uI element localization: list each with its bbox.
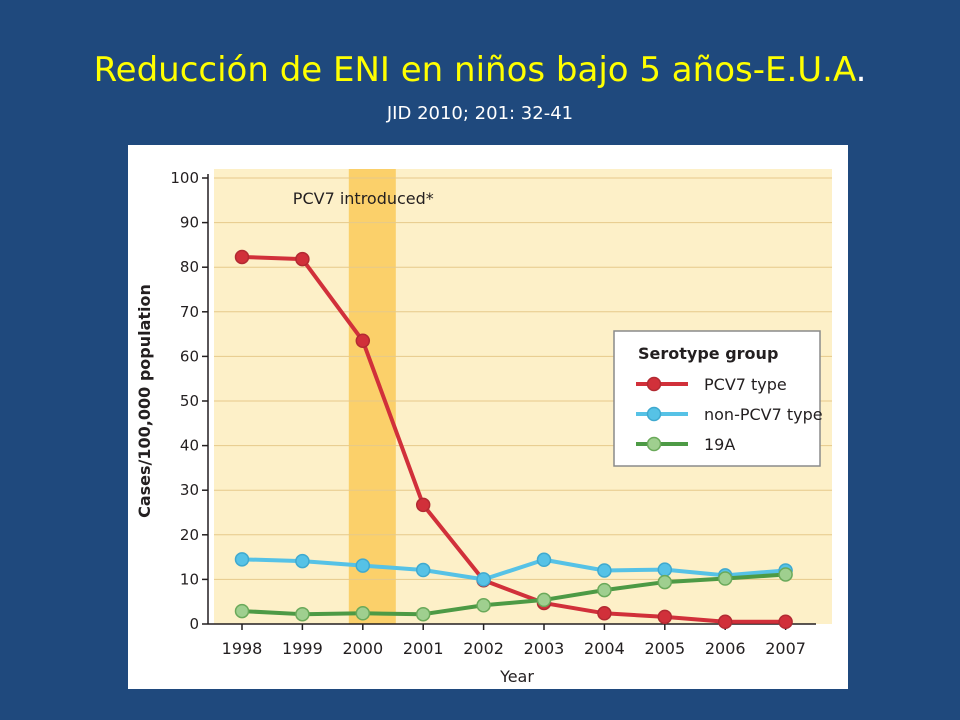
data-point xyxy=(415,497,431,513)
axes: 0 10 20 30 40 50 60 70 80 90 100 1998 1999 2000 2001 20… xyxy=(170,169,816,658)
data-point xyxy=(355,558,371,573)
data-point xyxy=(295,251,310,267)
series-layer xyxy=(234,249,793,630)
y-tick-label: 10 xyxy=(180,570,199,588)
series-3 xyxy=(234,567,793,622)
slide-title-period: . xyxy=(855,50,867,90)
x-tick-label: 1998 xyxy=(222,639,263,658)
data-point xyxy=(295,553,310,569)
legend-swatch-marker xyxy=(646,406,662,422)
legend-swatch-marker xyxy=(646,376,662,392)
y-tick-label: 90 xyxy=(180,214,199,232)
y-tick-label: 40 xyxy=(180,437,199,455)
series-1 xyxy=(234,249,793,630)
y-tick-label: 60 xyxy=(180,347,199,365)
data-point xyxy=(657,562,673,577)
data-point xyxy=(717,571,733,586)
slide-subtitle: JID 2010; 201: 32-41 xyxy=(386,103,574,124)
series-line xyxy=(241,557,786,582)
data-point xyxy=(536,592,552,608)
legend: Serotype group PCV7 type non-PCV7 type 19A xyxy=(613,330,823,467)
series-line xyxy=(241,254,786,624)
legend-entry-label: 19A xyxy=(704,435,735,454)
legend-entry-label: non-PCV7 type xyxy=(704,405,823,424)
y-tick-label: 20 xyxy=(180,526,199,544)
legend-entry-label: PCV7 type xyxy=(704,375,787,394)
x-tick-label: 2007 xyxy=(765,639,806,658)
y-axis-label: Cases/100,000 population xyxy=(135,284,154,518)
x-tick-label: 2004 xyxy=(584,639,625,658)
x-tick-label: 2000 xyxy=(342,639,383,658)
legend-title: Serotype group xyxy=(638,344,778,363)
data-point xyxy=(657,609,673,625)
x-tick-label: 2001 xyxy=(403,639,444,658)
pcv7-introduced-band xyxy=(348,169,396,624)
chart-panel: 0 10 20 30 40 50 60 70 80 90 100 1998 1999 2000 2001 20… xyxy=(128,145,848,689)
data-point xyxy=(597,582,612,598)
x-tick-label: 2006 xyxy=(705,639,746,658)
slide-title: Reducción de ENI en niños bajo 5 años-E.… xyxy=(0,48,960,92)
legend-swatch-marker xyxy=(646,436,662,452)
x-tick-label: 2005 xyxy=(644,639,685,658)
data-point xyxy=(415,562,431,578)
data-point xyxy=(536,552,552,568)
data-point xyxy=(295,606,310,622)
data-point xyxy=(415,606,431,622)
y-tick-label: 50 xyxy=(180,392,199,410)
slide-title-text: Reducción de ENI en niños bajo 5 años-E.… xyxy=(93,50,856,90)
legend-entries: PCV7 type non-PCV7 type 19A xyxy=(636,375,823,454)
series-line xyxy=(241,572,786,617)
x-tick-label: 2003 xyxy=(524,639,565,658)
data-point xyxy=(657,574,673,590)
data-point xyxy=(717,614,733,630)
data-point xyxy=(355,333,371,349)
data-point xyxy=(355,606,371,621)
y-tick-label: 80 xyxy=(180,258,199,276)
data-point xyxy=(234,552,250,567)
x-tick-label: 1999 xyxy=(282,639,323,658)
data-point xyxy=(597,563,612,578)
data-point xyxy=(234,603,250,619)
x-tick-label: 2002 xyxy=(463,639,504,658)
line-chart: 0 10 20 30 40 50 60 70 80 90 100 1998 1999 2000 2001 20… xyxy=(135,169,832,686)
data-point xyxy=(778,567,793,582)
data-point xyxy=(234,249,250,265)
data-point xyxy=(476,572,491,587)
y-tick-label: 100 xyxy=(170,169,199,187)
x-axis-label: Year xyxy=(499,667,534,686)
y-tick-label: 0 xyxy=(189,615,199,633)
data-point xyxy=(597,606,612,621)
data-point xyxy=(476,598,491,613)
data-point xyxy=(778,614,793,630)
pcv7-introduced-annotation: PCV7 introduced* xyxy=(293,189,434,208)
y-tick-label: 70 xyxy=(180,303,199,321)
y-tick-label: 30 xyxy=(180,481,199,499)
